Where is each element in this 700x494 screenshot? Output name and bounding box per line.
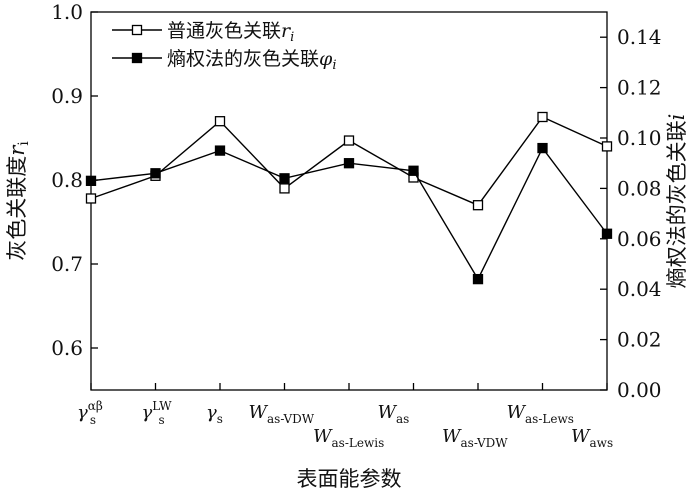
- x-category-label: Was-Lewis: [313, 426, 384, 450]
- series-2-point: [150, 168, 161, 179]
- legend-marker-1: [131, 24, 143, 36]
- left-tick-label: 0.9: [51, 84, 83, 108]
- series-1-point: [343, 135, 355, 146]
- series-1-point: [601, 141, 613, 152]
- right-tick-label: 0.06: [617, 227, 662, 251]
- series-2-point: [601, 228, 613, 239]
- series-2-point: [408, 165, 419, 176]
- right-tick-label: 0.10: [617, 126, 662, 150]
- x-category-label: Was: [378, 402, 410, 426]
- left-tick-label: 0.7: [51, 252, 83, 276]
- x-category-label: Was-VDW: [442, 426, 508, 450]
- right-tick-label: 0.02: [617, 328, 662, 352]
- x-axis-label: 表面能参数: [297, 467, 402, 491]
- x-category-label: γLW s: [142, 399, 173, 427]
- right-tick-label: 0.14: [617, 25, 662, 49]
- x-category-label: γs: [206, 402, 223, 426]
- series-2-point: [214, 145, 226, 156]
- series-1-point: [279, 183, 290, 194]
- left-tick-label: 1.0: [51, 0, 83, 24]
- legend-marker-2: [131, 52, 143, 64]
- series-1-point: [85, 193, 97, 204]
- series-2-point: [343, 158, 355, 169]
- series-2-point: [85, 175, 97, 186]
- x-category-label: γαβ s: [77, 399, 103, 427]
- series-2-point: [472, 273, 484, 285]
- right-tick-label: 0.00: [617, 378, 662, 402]
- series-2-point: [537, 142, 548, 154]
- right-tick-label: 0.04: [617, 277, 662, 301]
- x-category-label: Waws: [571, 426, 613, 450]
- x-category-label: Was-VDW: [249, 402, 315, 426]
- series-1-point: [472, 200, 484, 211]
- series-2-point: [279, 173, 290, 184]
- series-1-point: [537, 111, 548, 123]
- series-1-point: [214, 116, 226, 127]
- x-category-label: Was-Lews: [507, 402, 574, 426]
- right-axis-label: 熵权法的灰色关联i: [665, 114, 689, 289]
- left-tick-label: 0.8: [51, 168, 83, 192]
- right-tick-label: 0.12: [617, 76, 662, 100]
- right-tick-label: 0.08: [617, 176, 662, 200]
- left-tick-label: 0.6: [51, 336, 83, 360]
- legend-label-2: 熵权法的灰色关联φi: [167, 48, 337, 73]
- left-axis-label: 灰色关联度ri: [5, 141, 32, 261]
- legend-label-1: 普通灰色关联ri: [167, 20, 294, 45]
